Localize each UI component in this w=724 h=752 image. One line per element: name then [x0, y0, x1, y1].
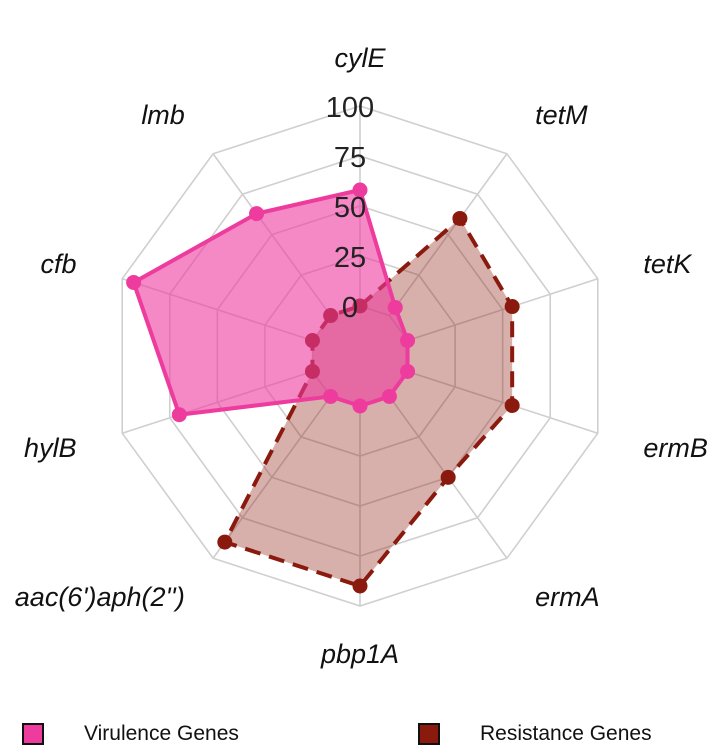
- axis-label: pbp1A: [320, 639, 399, 669]
- grid-spoke: [407, 370, 599, 435]
- data-point-resistance-genes: [452, 210, 468, 226]
- data-point-virulence-genes: [381, 388, 397, 404]
- data-point-virulence-genes: [126, 274, 142, 290]
- axis-label: aac(6')aph(2''): [15, 582, 185, 612]
- series-line-resistance-genes: [222, 216, 515, 588]
- data-point-resistance-genes: [217, 534, 233, 550]
- axis-label: cfb: [41, 249, 77, 279]
- radar-series: [126, 182, 520, 594]
- data-point-virulence-genes: [400, 333, 416, 349]
- axis-label: hylB: [24, 433, 77, 463]
- legend-item-resistance: Resistance Genes: [418, 722, 652, 746]
- grid-spoke: [407, 277, 599, 342]
- data-point-resistance-genes: [440, 469, 456, 485]
- axis-labels: cylE tetM tetK ermB ermA pbp1A aac(6')aph(2'')…: [15, 43, 708, 669]
- legend-item-virulence: Virulence Genes: [22, 722, 239, 746]
- axis-label: ermB: [643, 433, 708, 463]
- tick-label: 100: [326, 92, 374, 124]
- data-point-virulence-genes: [400, 363, 416, 379]
- tick-labels: 0 25 50 75 100: [326, 92, 374, 324]
- legend-swatch-resistance: [418, 723, 440, 745]
- legend-swatch-virulence: [22, 723, 44, 745]
- data-point-resistance-genes: [504, 299, 520, 315]
- data-point-resistance-genes: [504, 397, 520, 413]
- grid-spoke: [388, 153, 508, 317]
- grid-spoke: [212, 395, 332, 559]
- series-area-virulence-genes: [133, 190, 408, 415]
- axis-label: ermA: [535, 582, 600, 612]
- tick-label: 75: [334, 142, 366, 174]
- axis-label: lmb: [141, 100, 185, 130]
- data-point-virulence-genes: [249, 206, 265, 222]
- data-point-virulence-genes: [387, 299, 403, 315]
- tick-label: 0: [342, 292, 358, 324]
- data-point-resistance-genes: [352, 578, 368, 594]
- data-point-virulence-genes: [352, 398, 368, 414]
- data-point-virulence-genes: [323, 388, 339, 404]
- axis-label: tetK: [643, 249, 692, 279]
- data-point-virulence-genes: [171, 407, 187, 423]
- tick-label: 50: [334, 192, 366, 224]
- radar-chart: cylE tetM tetK ermB ermA pbp1A aac(6')aph(2'')…: [15, 43, 708, 669]
- legend: Virulence Genes Resistance Genes: [0, 708, 724, 752]
- axis-label: cylE: [334, 43, 386, 73]
- legend-label-virulence: Virulence Genes: [84, 722, 239, 745]
- legend-label-resistance: Resistance Genes: [480, 722, 652, 745]
- data-point-virulence-genes: [352, 182, 368, 198]
- tick-label: 25: [334, 242, 366, 274]
- axis-label: tetM: [535, 100, 588, 130]
